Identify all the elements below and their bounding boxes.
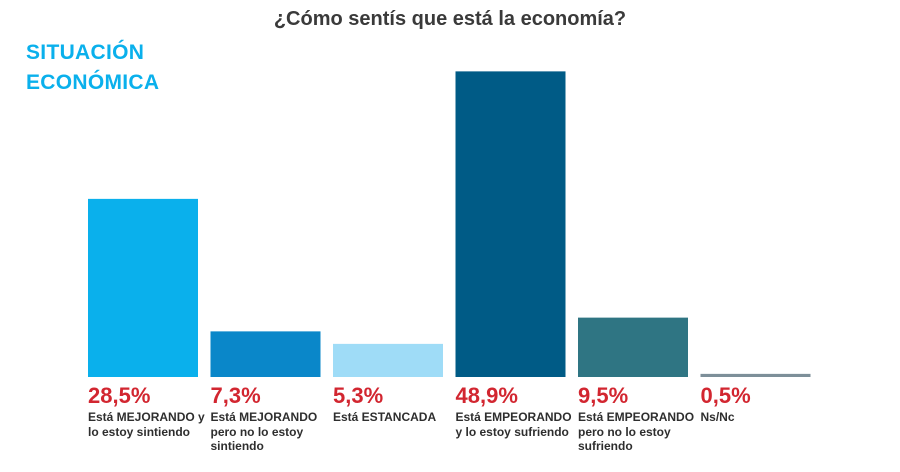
- bar-1: [88, 198, 198, 377]
- category-label-4: Está EMPEORANDO y lo estoy sufriendo: [455, 410, 572, 439]
- category-label-6: Ns/Nc: [700, 410, 735, 424]
- bar-4: [455, 71, 566, 377]
- bar-5: [578, 317, 688, 377]
- value-label-4: 48,9%: [455, 383, 518, 408]
- bar-6: [700, 373, 811, 377]
- value-label-6: 0,5%: [700, 383, 751, 408]
- category-label-5: Está EMPEORANDO pero no lo estoy sufrien…: [578, 410, 695, 453]
- category-label-3: Está ESTANCADA: [333, 410, 437, 424]
- value-label-1: 28,5%: [88, 383, 151, 408]
- value-label-2: 7,3%: [210, 383, 261, 408]
- value-label-3: 5,3%: [333, 383, 384, 408]
- section-label: SITUACIÓN ECONÓMICA: [26, 38, 159, 98]
- category-label-1: Está MEJORANDO y lo estoy sintiendo: [88, 410, 205, 439]
- value-label-5: 9,5%: [578, 383, 629, 408]
- bar-2: [210, 331, 321, 377]
- section-label-line-2: ECONÓMICA: [26, 71, 160, 94]
- category-label-2: Está MEJORANDO pero no lo estoy sintiend…: [210, 410, 318, 453]
- chart-title: ¿Cómo sentís que está la economía?: [273, 8, 627, 30]
- bar-3: [333, 343, 443, 377]
- section-label-line-1: SITUACIÓN: [26, 41, 145, 64]
